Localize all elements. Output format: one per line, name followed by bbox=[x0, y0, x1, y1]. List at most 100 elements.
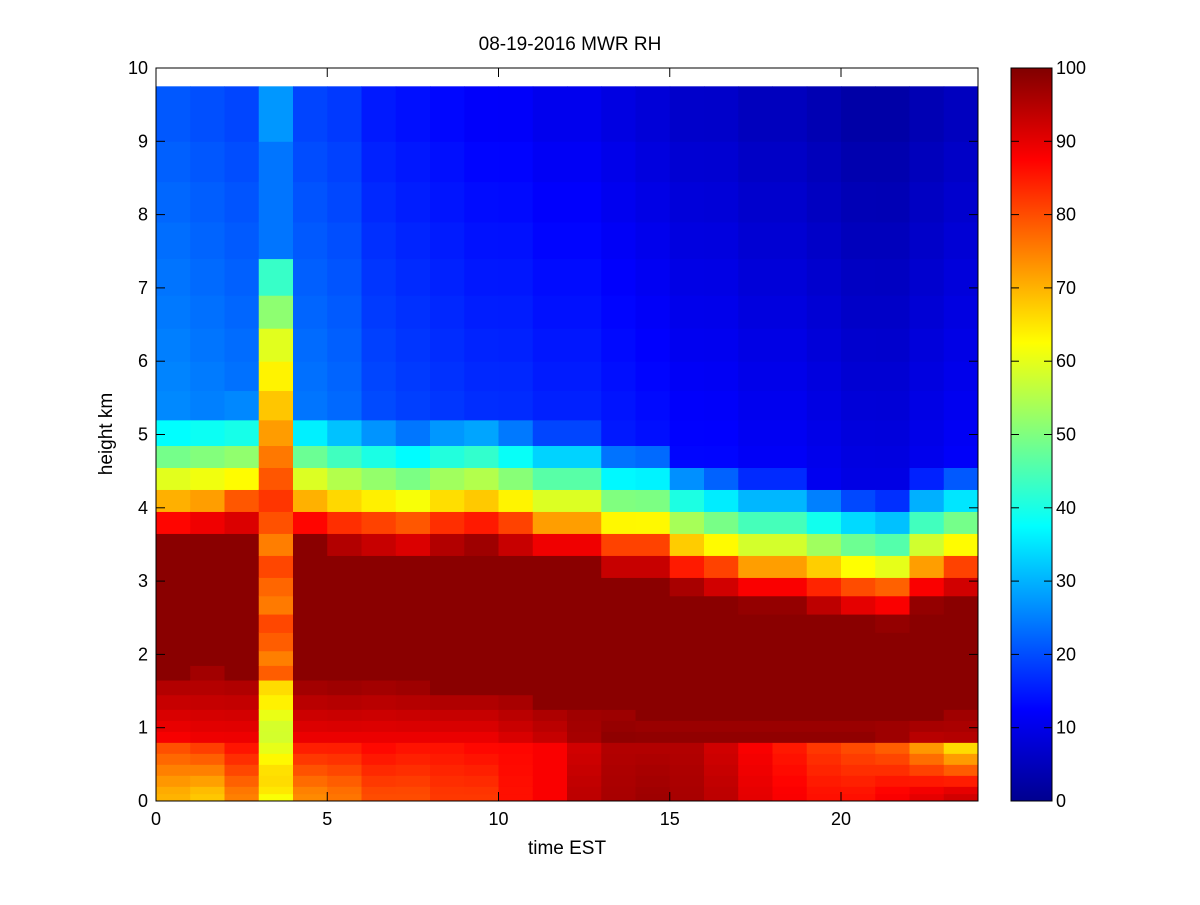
heatmap-cell bbox=[567, 680, 602, 696]
heatmap-cell bbox=[635, 258, 671, 296]
heatmap-cell bbox=[498, 720, 534, 732]
heatmap-cell bbox=[361, 555, 397, 578]
heatmap-cell bbox=[395, 221, 431, 260]
heatmap-cell bbox=[772, 181, 808, 223]
heatmap-cell bbox=[909, 742, 945, 754]
heatmap-cell bbox=[395, 295, 431, 329]
heatmap-cell bbox=[190, 650, 225, 666]
heatmap-cell bbox=[635, 786, 671, 795]
heatmap-cell bbox=[190, 221, 225, 260]
heatmap-cell bbox=[806, 390, 842, 421]
heatmap-cell bbox=[532, 764, 568, 776]
heatmap-cell bbox=[293, 419, 328, 446]
heatmap-cell bbox=[738, 511, 773, 534]
heatmap-cell bbox=[258, 614, 294, 633]
heatmap-cell bbox=[669, 511, 705, 534]
heatmap-cell bbox=[601, 764, 636, 776]
heatmap-cell bbox=[875, 221, 910, 260]
heatmap-cell bbox=[395, 390, 431, 421]
heatmap-cell bbox=[738, 181, 773, 223]
heatmap-cell bbox=[875, 709, 910, 721]
heatmap-cell bbox=[293, 742, 328, 754]
heatmap-cell bbox=[841, 390, 876, 421]
heatmap-cell bbox=[430, 764, 465, 776]
heatmap-cell bbox=[738, 764, 773, 776]
heatmap-cell bbox=[498, 632, 534, 652]
heatmap-cell bbox=[635, 709, 671, 721]
heatmap-cell bbox=[156, 221, 191, 260]
heatmap-cell bbox=[909, 141, 945, 183]
heatmap-cell bbox=[361, 419, 397, 446]
heatmap-cell bbox=[293, 595, 328, 615]
heatmap-cell bbox=[532, 295, 568, 329]
x-tick-label: 15 bbox=[660, 809, 680, 829]
heatmap-cell bbox=[293, 86, 328, 142]
heatmap-cell bbox=[806, 555, 842, 578]
heatmap-cell bbox=[498, 595, 534, 615]
heatmap-cell bbox=[430, 295, 465, 329]
heatmap-cell bbox=[327, 555, 362, 578]
heatmap-cell bbox=[704, 181, 739, 223]
heatmap-cell bbox=[772, 731, 808, 743]
heatmap-cell bbox=[224, 141, 260, 183]
heatmap-cell bbox=[156, 533, 191, 556]
heatmap-cell bbox=[327, 181, 362, 223]
heatmap-cell bbox=[806, 786, 842, 795]
heatmap-cell bbox=[909, 694, 945, 710]
heatmap-cell bbox=[498, 709, 534, 721]
heatmap-cell bbox=[567, 632, 602, 652]
heatmap-cell bbox=[772, 361, 808, 392]
heatmap-cell bbox=[293, 555, 328, 578]
heatmap-cell bbox=[327, 419, 362, 446]
heatmap-cell bbox=[806, 328, 842, 362]
heatmap-cell bbox=[738, 295, 773, 329]
heatmap-cell bbox=[772, 258, 808, 296]
heatmap-cell bbox=[498, 295, 534, 329]
heatmap-cell bbox=[567, 86, 602, 142]
heatmap-cell bbox=[567, 328, 602, 362]
heatmap-cell bbox=[224, 731, 260, 743]
heatmap-cell bbox=[875, 786, 910, 795]
heatmap-cell bbox=[841, 680, 876, 696]
heatmap-cell bbox=[567, 489, 602, 512]
heatmap-cell bbox=[704, 445, 739, 468]
heatmap-cell bbox=[464, 86, 499, 142]
heatmap-cell bbox=[361, 141, 397, 183]
heatmap-cell bbox=[635, 742, 671, 754]
heatmap-cell bbox=[258, 221, 294, 260]
heatmap-cell bbox=[806, 793, 842, 802]
heatmap-cell bbox=[943, 775, 979, 787]
heatmap-cell bbox=[909, 221, 945, 260]
heatmap-cell bbox=[224, 221, 260, 260]
heatmap-cell bbox=[909, 775, 945, 787]
heatmap-cell bbox=[464, 775, 499, 787]
heatmap-cell bbox=[430, 181, 465, 223]
heatmap-cell bbox=[464, 614, 499, 633]
heatmap-cell bbox=[498, 390, 534, 421]
heatmap-cell bbox=[464, 361, 499, 392]
heatmap-cell bbox=[635, 753, 671, 765]
heatmap-cell bbox=[293, 764, 328, 776]
heatmap-cell bbox=[532, 555, 568, 578]
heatmap-cell bbox=[635, 141, 671, 183]
heatmap-cell bbox=[704, 793, 739, 802]
heatmap-cell bbox=[635, 328, 671, 362]
heatmap-cell bbox=[738, 680, 773, 696]
heatmap-cell bbox=[224, 775, 260, 787]
heatmap-cell bbox=[841, 511, 876, 534]
heatmap-cell bbox=[875, 775, 910, 787]
heatmap-cell bbox=[156, 295, 191, 329]
heatmap-cell bbox=[361, 775, 397, 787]
heatmap-cell bbox=[361, 632, 397, 652]
heatmap-cell bbox=[772, 793, 808, 802]
heatmap-cell bbox=[943, 793, 979, 802]
heatmap-cell bbox=[704, 141, 739, 183]
heatmap-cell bbox=[224, 632, 260, 652]
heatmap-cell bbox=[704, 361, 739, 392]
heatmap-cell bbox=[841, 141, 876, 183]
heatmap-cell bbox=[909, 793, 945, 802]
heatmap-cell bbox=[430, 328, 465, 362]
colorbar-tick-label: 0 bbox=[1056, 791, 1066, 811]
heatmap-cell bbox=[224, 445, 260, 468]
heatmap-cell bbox=[532, 742, 568, 754]
